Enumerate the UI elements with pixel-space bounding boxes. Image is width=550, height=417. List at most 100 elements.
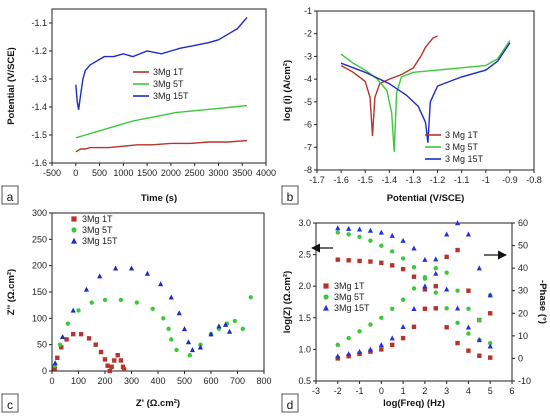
- data-point: [76, 308, 81, 313]
- data-point: [65, 321, 71, 326]
- panel-letter-box: [281, 393, 299, 413]
- y-right-tick-label: 10: [518, 331, 528, 341]
- data-point: [83, 286, 90, 292]
- panel-a-chart: -500 0 500 1000 1500 2000 2500 3000 3500 4000 -1.6…: [1, 8, 276, 205]
- x-tick-label: 600: [203, 376, 218, 386]
- panel-c-chart: 0 100 200 300 400 500 600 700 800 0 50 100 150 200 250…: [1, 208, 272, 413]
- data-point: [454, 220, 461, 226]
- y-axis-label: Z'' (Ω.cm²): [6, 269, 17, 315]
- y-right-tick-label: -10: [518, 376, 531, 386]
- x-tick-label: 6: [509, 386, 514, 396]
- y-right-tick-label: 50: [518, 241, 528, 251]
- data-point: [433, 284, 438, 289]
- data-point: [168, 294, 174, 300]
- data-point: [71, 331, 76, 337]
- y-tick-label: 3.0: [298, 218, 311, 228]
- x-tick-label: 0: [49, 376, 54, 386]
- data-point: [379, 243, 384, 248]
- data-point: [120, 364, 126, 369]
- y-tick-label: 2.5: [298, 250, 311, 260]
- x-axis-label: Time (s): [141, 193, 177, 204]
- y-tick-label: 100: [32, 313, 47, 323]
- x-tick-label: 300: [124, 376, 139, 386]
- data-point: [86, 336, 92, 341]
- x-tick-label: 1: [401, 386, 406, 396]
- data-point: [466, 348, 471, 353]
- data-point: [477, 353, 482, 358]
- y-tick-label: -1.5: [31, 130, 47, 140]
- x-tick-label: 400: [150, 376, 165, 386]
- data-point: [357, 329, 362, 334]
- x-tick-label: -0.8: [526, 175, 542, 185]
- data-point: [102, 357, 108, 362]
- data-point: [59, 345, 64, 350]
- x-tick-label: 0: [379, 386, 384, 396]
- panel-letter: c: [7, 398, 13, 412]
- series-line: [75, 16, 248, 110]
- data-point: [346, 351, 352, 357]
- data-point: [477, 317, 482, 323]
- x-tick-label: -2: [334, 386, 342, 396]
- y-tick-label: -8: [304, 165, 312, 175]
- data-point: [465, 231, 472, 237]
- plot-frame: [316, 10, 535, 171]
- data-point: [357, 234, 362, 240]
- data-point: [144, 270, 150, 276]
- legend-entry: 3Mg 1T: [334, 281, 365, 291]
- x-axis-label: Potential (V/SCE): [387, 193, 465, 204]
- x-tick-label: -1.7: [309, 175, 325, 185]
- data-point: [356, 226, 363, 232]
- x-tick-label: 100: [71, 376, 86, 386]
- plot-frame: [51, 8, 267, 164]
- data-point: [411, 274, 417, 279]
- data-point: [411, 265, 417, 270]
- data-point: [422, 256, 428, 262]
- data-point: [208, 331, 214, 337]
- x-tick-label: -1: [482, 175, 490, 185]
- data-point: [115, 353, 120, 358]
- y-tick-label: -1.2: [31, 46, 47, 56]
- y-tick-label: 50: [37, 340, 47, 350]
- series-line: [340, 40, 511, 152]
- data-point: [488, 340, 493, 346]
- data-point: [444, 325, 449, 330]
- legend-entry: 3 Mg 1T: [445, 130, 479, 140]
- panel-letter: b: [287, 190, 294, 204]
- panel-letter-box: [281, 185, 299, 205]
- data-point: [433, 290, 438, 295]
- y-right-tick-label: 30: [518, 286, 528, 296]
- data-point: [60, 333, 66, 339]
- panel-letter-box: [1, 393, 19, 413]
- x-tick-label: -1.3: [406, 175, 422, 185]
- data-point: [161, 316, 166, 321]
- data-point: [107, 368, 112, 374]
- legend-entry: 3 Mg 15T: [445, 154, 484, 164]
- y-tick-label: 250: [32, 234, 47, 244]
- legend-entry: 3Mg 15T: [153, 91, 189, 101]
- data-point: [378, 229, 384, 235]
- y-tick-label: -3: [304, 51, 312, 61]
- data-point: [357, 351, 362, 357]
- data-point: [400, 266, 406, 272]
- panel-letter: a: [7, 190, 14, 204]
- data-point: [379, 347, 384, 352]
- y-tick-label: 300: [32, 208, 47, 218]
- series-line: [75, 104, 248, 139]
- data-point: [411, 305, 417, 311]
- x-tick-label: 0: [73, 168, 78, 178]
- data-point: [112, 358, 117, 363]
- legend-entry: 3Mg 15T: [82, 236, 118, 246]
- data-point: [335, 356, 340, 361]
- y-tick-label: -1.1: [31, 18, 47, 28]
- data-point: [400, 324, 406, 330]
- y-tick-label: 1.0: [298, 344, 311, 354]
- data-point: [444, 306, 449, 311]
- data-point: [357, 258, 362, 264]
- data-point: [433, 256, 439, 262]
- data-point: [476, 337, 482, 343]
- x-tick-label: 1500: [137, 168, 157, 178]
- data-point: [335, 257, 340, 262]
- data-point: [444, 254, 449, 260]
- data-point: [335, 230, 340, 235]
